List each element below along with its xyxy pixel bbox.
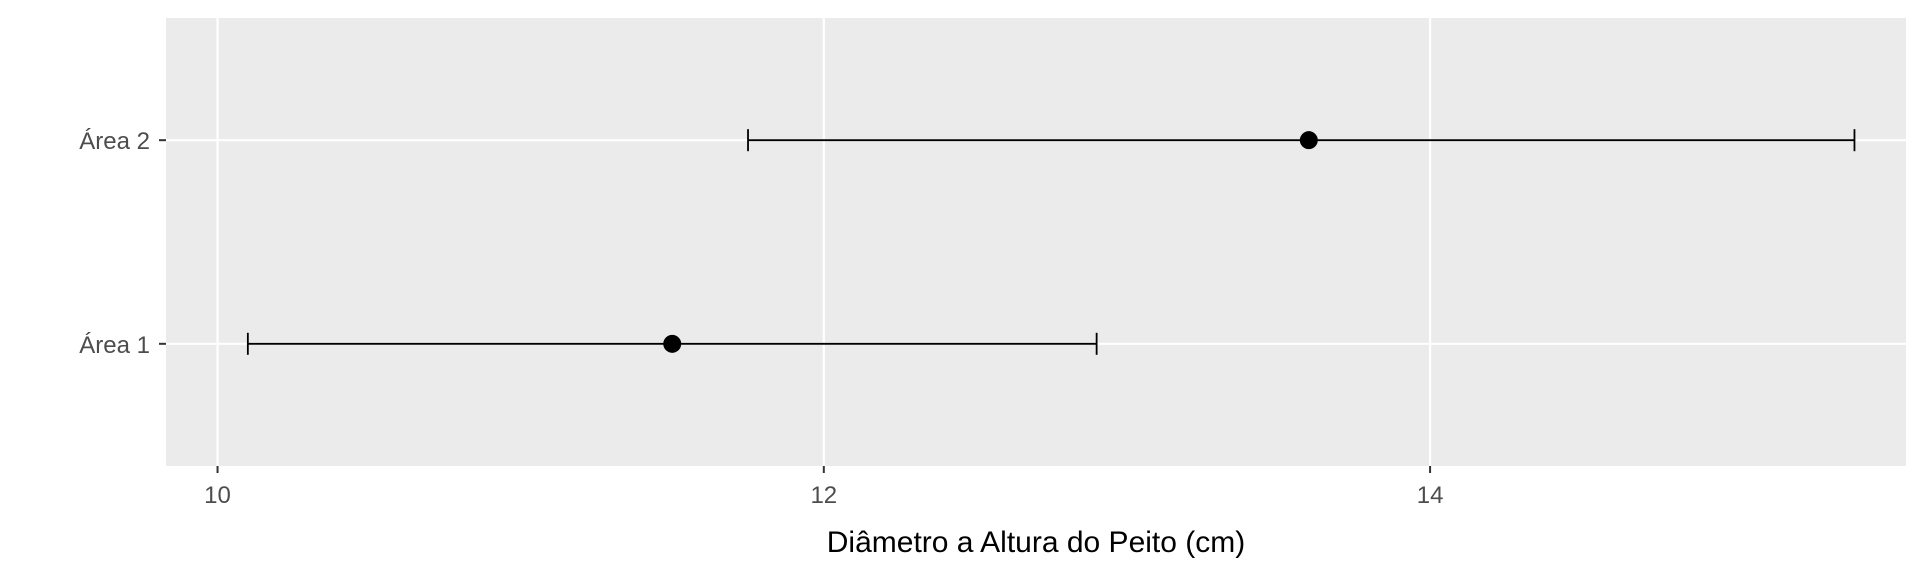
y-axis: Área 1 Área 2 [79,128,166,359]
x-axis-title: Diâmetro a Altura do Peito (cm) [827,526,1246,559]
x-axis: 10 12 14 [204,466,1443,509]
data-point [1299,131,1318,150]
x-tick-label: 12 [810,482,837,509]
plot-panel [166,18,1906,466]
y-tick-label: Área 1 [79,332,150,359]
data-points [663,131,1318,353]
data-point [663,334,682,353]
x-tick-label: 10 [204,482,231,509]
x-tick-label: 14 [1417,482,1444,509]
y-tick-label: Área 2 [79,128,150,155]
